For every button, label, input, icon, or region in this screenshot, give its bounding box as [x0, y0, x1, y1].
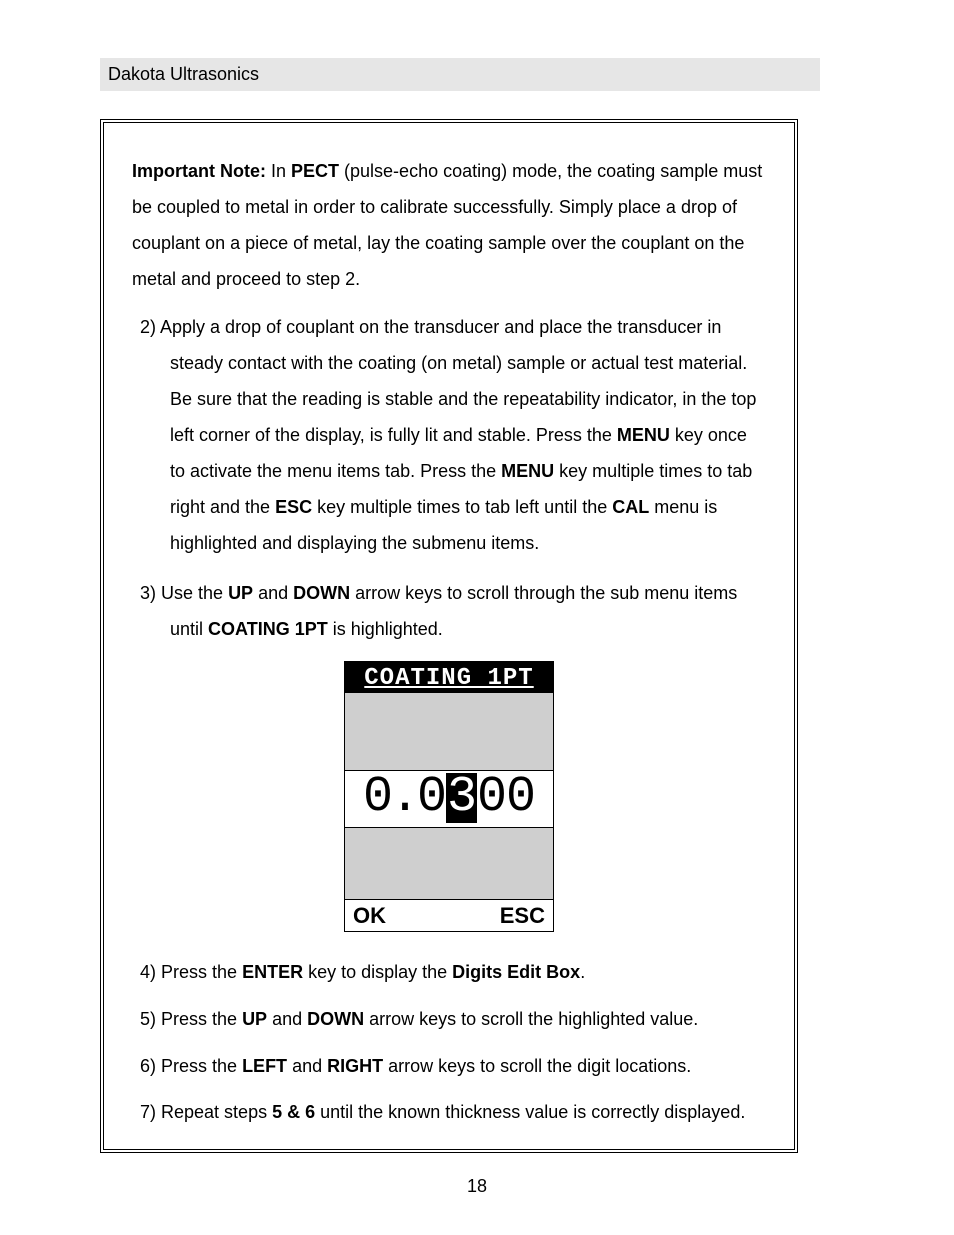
lcd-lower-spacer [345, 827, 553, 899]
step4-k1: ENTER [242, 962, 303, 982]
lcd-digits-row: 0.0300 [345, 771, 553, 827]
step2-k1: MENU [617, 425, 670, 445]
note-lead: Important Note: [132, 161, 266, 181]
step5-b: and [267, 1009, 307, 1029]
step6-b: and [287, 1056, 327, 1076]
step3-b: and [253, 583, 293, 603]
step6-k1: LEFT [242, 1056, 287, 1076]
step-5: 5) Press the UP and DOWN arrow keys to s… [132, 1005, 766, 1034]
step4-a: Press the [161, 962, 242, 982]
lcd-figure: COATING 1PT 0.0300 OK ESC [132, 661, 766, 932]
step2-k4: CAL [612, 497, 649, 517]
step6-a: Press the [161, 1056, 242, 1076]
step5-k2: DOWN [307, 1009, 364, 1029]
step2-d: key multiple times to tab left until the [312, 497, 612, 517]
step3-k1: UP [228, 583, 253, 603]
step3-num: 3) [140, 583, 161, 603]
page-number: 18 [0, 1176, 954, 1197]
content-box: Important Note: In PECT (pulse-echo coat… [100, 119, 798, 1153]
important-note: Important Note: In PECT (pulse-echo coat… [132, 153, 766, 297]
digit-2-selected: 3 [446, 773, 477, 823]
step4-num: 4) [140, 962, 161, 982]
step5-k1: UP [242, 1009, 267, 1029]
step3-k3: COATING 1PT [208, 619, 328, 639]
step3-k2: DOWN [293, 583, 350, 603]
step6-k2: RIGHT [327, 1056, 383, 1076]
step-3: 3) Use the UP and DOWN arrow keys to scr… [132, 575, 766, 647]
lcd-title: COATING 1PT [345, 662, 553, 693]
step-6: 6) Press the LEFT and RIGHT arrow keys t… [132, 1052, 766, 1081]
note-t1: In [266, 161, 291, 181]
step5-num: 5) [140, 1009, 161, 1029]
digit-0: 0 [363, 773, 392, 823]
step4-c: . [580, 962, 585, 982]
step2-k2: MENU [501, 461, 554, 481]
step-4: 4) Press the ENTER key to display the Di… [132, 958, 766, 987]
digit-dot: . [390, 773, 419, 823]
step5-a: Press the [161, 1009, 242, 1029]
step3-d: is highlighted. [328, 619, 443, 639]
step4-b: key to display the [303, 962, 452, 982]
step-7: 7) Repeat steps 5 & 6 until the known th… [132, 1098, 766, 1127]
document-page: Dakota Ultrasonics Important Note: In PE… [0, 0, 954, 1235]
step6-num: 6) [140, 1056, 161, 1076]
lcd-ok-label: OK [353, 903, 386, 929]
step7-k1: 5 & 6 [272, 1102, 315, 1122]
lcd-screen: COATING 1PT 0.0300 OK ESC [344, 661, 554, 932]
step7-b: until the known thickness value is corre… [315, 1102, 745, 1122]
step5-c: arrow keys to scroll the highlighted val… [364, 1009, 698, 1029]
note-k1: PECT [291, 161, 339, 181]
digit-3: 0 [477, 773, 506, 823]
digit-1: 0 [417, 773, 446, 823]
step2-k3: ESC [275, 497, 312, 517]
step6-c: arrow keys to scroll the digit locations… [383, 1056, 691, 1076]
step2-num: 2) [140, 317, 160, 337]
lcd-upper-spacer [345, 693, 553, 771]
lcd-esc-label: ESC [500, 903, 545, 929]
step3-a: Use the [161, 583, 228, 603]
lcd-footer: OK ESC [345, 899, 553, 931]
brand-text: Dakota Ultrasonics [108, 64, 259, 84]
step7-num: 7) [140, 1102, 161, 1122]
header-bar: Dakota Ultrasonics [100, 58, 820, 91]
step4-k2: Digits Edit Box [452, 962, 580, 982]
step-2: 2) Apply a drop of couplant on the trans… [132, 309, 766, 561]
step7-a: Repeat steps [161, 1102, 272, 1122]
digit-4: 0 [506, 773, 535, 823]
